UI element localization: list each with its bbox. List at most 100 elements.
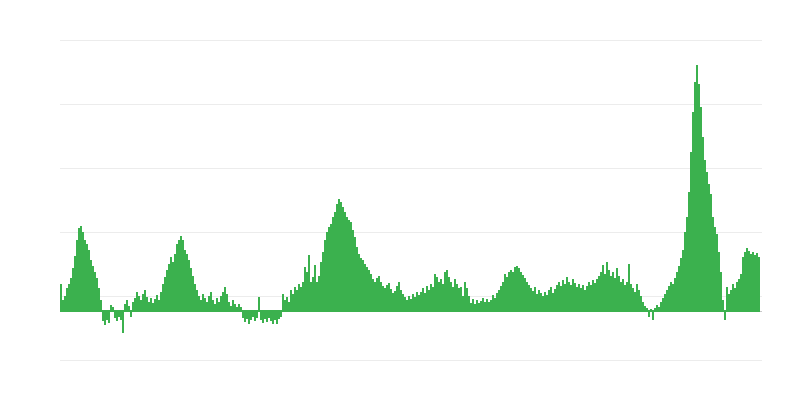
volume-bar [156,295,158,312]
gridline [60,360,762,361]
volume-bar [336,204,338,312]
volume-bar [512,272,514,312]
volume-bar [182,240,184,312]
volume-bar [624,285,626,312]
volume-bar [102,309,104,321]
volume-bar [540,293,542,312]
gridline [60,232,762,233]
volume-bar [716,234,718,312]
volume-bar [174,254,176,312]
volume-bar [266,309,268,322]
volume-bar [700,107,702,312]
volume-bar [472,299,474,312]
volume-bar [508,272,510,312]
volume-bar [346,217,348,312]
volume-bar [180,236,182,312]
volume-bar [482,298,484,312]
volume-bar [476,300,478,312]
volume-bar [612,272,614,312]
volume-bar [484,302,486,312]
volume-bar [462,296,464,312]
volume-bar [298,284,300,312]
volume-bar [190,268,192,312]
volume-bar [722,300,724,312]
volume-bar [262,309,264,323]
volume-bar [638,290,640,312]
volume-bar [658,307,660,312]
volume-bar [714,227,716,312]
volume-bar [674,278,676,312]
volume-bar [284,300,286,312]
volume-bar [348,220,350,312]
volume-bar [554,289,556,312]
volume-bar [418,295,420,312]
volume-bar [412,294,414,312]
volume-bar [110,305,112,312]
volume-bar [530,288,532,312]
volume-bar [708,184,710,312]
volume-bar [694,82,696,312]
volume-bar [118,309,120,317]
gridline [60,40,762,41]
volume-bar [550,287,552,312]
volume-bar [314,265,316,312]
volume-bar [594,283,596,312]
volume-bar [232,300,234,312]
volume-bar [556,285,558,312]
volume-bar [326,232,328,312]
volume-bar [744,252,746,312]
volume-bar [116,309,118,321]
volume-bar [666,290,668,312]
volume-bar [730,290,732,312]
volume-bar [546,295,548,312]
volume-bar [170,257,172,312]
volume-bar [422,288,424,312]
volume-bar [516,266,518,312]
volume-bar [490,300,492,312]
volume-bar [224,287,226,312]
volume-bar [150,298,152,312]
volume-bar [648,309,650,317]
volume-bar [356,247,358,312]
volume-bar [68,284,70,312]
volume-bar [186,254,188,312]
volume-bar [498,290,500,312]
volume-bar [664,294,666,312]
volume-bar [592,280,594,312]
volume-bar [132,302,134,312]
volume-bar [560,286,562,312]
volume-bar [292,294,294,312]
volume-bar [452,287,454,312]
volume-bar [610,276,612,312]
volume-bar [372,279,374,312]
volume-bar [676,272,678,312]
volume-bar [90,260,92,312]
volume-bar [712,217,714,312]
volume-bar [584,290,586,312]
volume-bar [564,284,566,312]
volume-bar [580,288,582,312]
volume-bar [324,240,326,312]
volume-bar [202,294,204,312]
volume-bar [304,267,306,312]
volume-bar [238,304,240,312]
volume-bar [72,268,74,312]
volume-bar [410,299,412,312]
volume-bar [368,270,370,312]
volume-bar [226,294,228,312]
volume-bar [492,295,494,312]
volume-bar [586,286,588,312]
volume-bar [112,307,114,312]
volume-bar [310,282,312,312]
volume-bar [654,308,656,312]
volume-bar [710,194,712,312]
volume-bar [446,270,448,312]
volume-bar [122,309,124,333]
volume-bar [598,276,600,312]
volume-bar [312,277,314,312]
volume-bar [630,284,632,312]
volume-bar [76,240,78,312]
volume-bar [500,286,502,312]
volume-bar [572,279,574,312]
